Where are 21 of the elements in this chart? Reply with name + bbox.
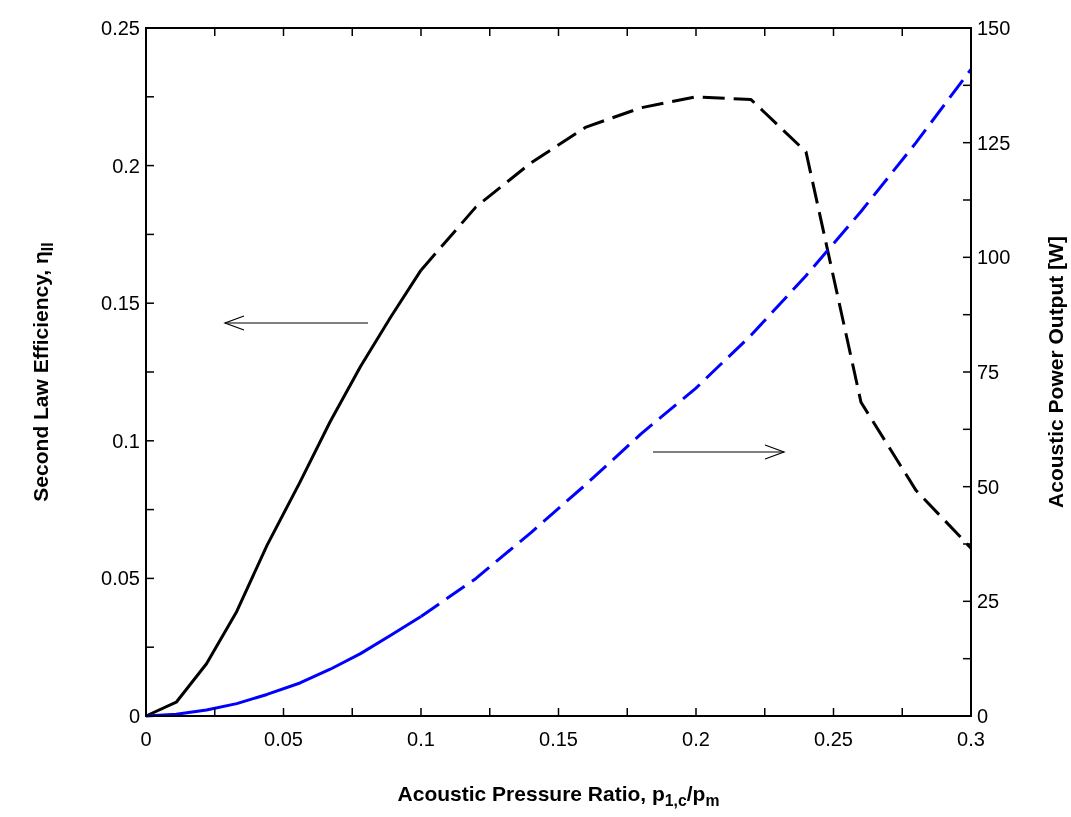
y2-tick-label: 0 <box>977 705 989 727</box>
x-tick-label: 0.25 <box>814 728 853 750</box>
x-axis-title: Acoustic Pressure Ratio, p$_{1,c}$/p$_{m}$ <box>397 782 720 809</box>
y-tick-label: 0.15 <box>101 292 140 315</box>
y-tick-label: 0.25 <box>101 17 140 39</box>
x-tick-label: 0.3 <box>957 728 985 750</box>
y2-tick-label: 125 <box>977 131 1011 154</box>
y-tick-label: 0.1 <box>112 429 140 452</box>
y2-tick-label: 50 <box>977 475 1000 498</box>
y-tick-label: 0.2 <box>112 154 140 177</box>
y2-tick-label: 75 <box>977 361 1000 383</box>
x-tick-label: 0.15 <box>539 728 578 750</box>
y2-tick-label: 25 <box>977 590 1000 613</box>
y2-tick-label: 100 <box>977 246 1011 269</box>
y2-axis-title: Acoustic Power Output [W] <box>1044 236 1067 508</box>
x-tick-label: 0.2 <box>682 728 710 750</box>
x-tick-label: 0.1 <box>407 728 435 750</box>
y-tick-label: 0.05 <box>101 567 140 590</box>
x-tick-label: 0.05 <box>264 728 303 750</box>
y2-tick-label: 150 <box>977 17 1011 39</box>
y-tick-label: 0 <box>128 705 140 727</box>
